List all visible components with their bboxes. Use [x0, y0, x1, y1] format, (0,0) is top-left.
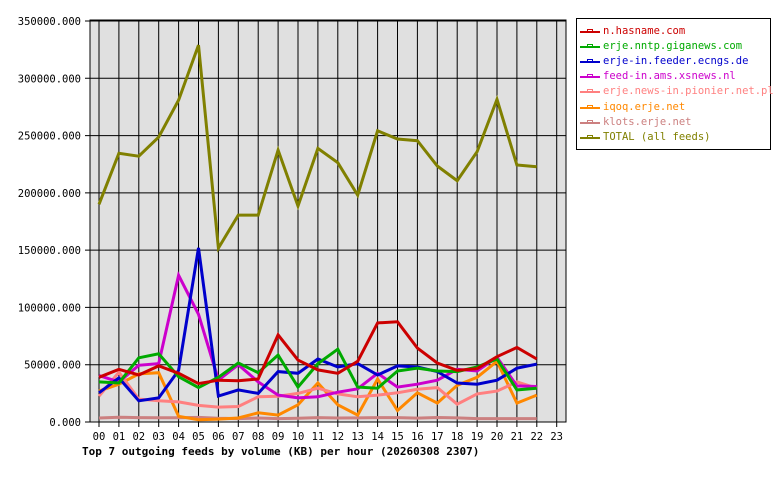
x-tick-label: 00 [93, 431, 106, 443]
x-tick-label: 16 [411, 431, 424, 443]
series-lines [97, 44, 538, 422]
y-tick-label: 200000.000 [18, 188, 81, 200]
y-tick-label: 100000.000 [18, 302, 81, 314]
x-tick-label: 09 [272, 431, 285, 443]
chart-legend: n.hasname.com erje.nntp.giganews.com erje-… [576, 18, 774, 150]
y-tick-label: 0.000 [49, 417, 81, 429]
x-tick-label: 18 [451, 431, 464, 443]
x-tick-label: 08 [252, 431, 265, 443]
legend-swatch-icon [580, 86, 600, 96]
x-axis-tick-labels: 00 01 02 03 04 05 06 07 08 09 10 11 12 13 14 15 16 17 18 19… [93, 431, 563, 443]
x-tick-label: 05 [192, 431, 205, 443]
y-tick-label: 250000.000 [18, 131, 81, 143]
x-tick-label: 01 [113, 431, 126, 443]
x-tick-label: 17 [431, 431, 444, 443]
series-line [97, 369, 538, 409]
legend-label: n.hasname.com [603, 24, 686, 37]
y-axis-tick-labels: 0.000 50000.000 100000.000 150000.000 200000… [18, 16, 81, 429]
x-tick-label: 04 [172, 431, 185, 443]
series-line [98, 247, 538, 403]
legend-item: n.hasname.com [580, 23, 770, 38]
legend-label: feed-in.ams.xsnews.nl [603, 70, 736, 83]
legend-item: klots.erje.net [580, 114, 770, 129]
legend-item: erje.news-in.pionier.net.pl [580, 84, 774, 99]
legend-item: TOTAL (all feeds) [580, 129, 770, 144]
x-tick-label: 03 [152, 431, 165, 443]
x-tick-label: 15 [391, 431, 404, 443]
legend-label: iqoq.erje.net [603, 100, 686, 113]
legend-label: erje-in.feeder.ecngs.de [603, 54, 749, 67]
y-tick-label: 50000.000 [24, 360, 81, 372]
x-tick-label: 19 [471, 431, 484, 443]
series-line [98, 415, 537, 421]
x-tick-label: 10 [292, 431, 305, 443]
x-tick-label: 23 [550, 431, 563, 443]
x-tick-label: 07 [232, 431, 245, 443]
legend-label: TOTAL (all feeds) [603, 130, 711, 143]
series-line [98, 320, 538, 386]
chart-title: Top 7 outgoing feeds by volume (KB) per … [82, 445, 480, 458]
legend-label: erje.nntp.giganews.com [603, 39, 743, 52]
x-tick-label: 13 [351, 431, 364, 443]
y-tick-label: 300000.000 [18, 73, 81, 85]
x-gridlines [98, 20, 558, 427]
x-tick-label: 02 [132, 431, 145, 443]
x-tick-label: 14 [371, 431, 384, 443]
legend-swatch-icon [580, 41, 600, 51]
series-line [97, 44, 537, 253]
legend-swatch-icon [580, 71, 600, 81]
legend-label: klots.erje.net [603, 115, 692, 128]
legend-item: erje-in.feeder.ecngs.de [580, 53, 770, 68]
x-tick-label: 22 [530, 431, 543, 443]
x-tick-label: 12 [331, 431, 344, 443]
y-tick-label: 150000.000 [18, 245, 81, 257]
y-tick-label: 350000.000 [18, 16, 81, 28]
x-tick-label: 20 [491, 431, 504, 443]
legend-swatch-icon [580, 102, 600, 112]
legend-swatch-icon [580, 56, 600, 66]
x-tick-label: 06 [212, 431, 225, 443]
legend-label: erje.news-in.pionier.net.pl [603, 85, 774, 98]
legend-item: erje.nntp.giganews.com [580, 38, 770, 53]
legend-item: feed-in.ams.xsnews.nl [580, 69, 770, 84]
legend-item: iqoq.erje.net [580, 99, 770, 114]
legend-swatch-icon [580, 132, 600, 142]
legend-swatch-icon [580, 26, 600, 36]
x-tick-label: 11 [312, 431, 325, 443]
x-tick-label: 21 [511, 431, 524, 443]
legend-swatch-icon [580, 117, 600, 127]
